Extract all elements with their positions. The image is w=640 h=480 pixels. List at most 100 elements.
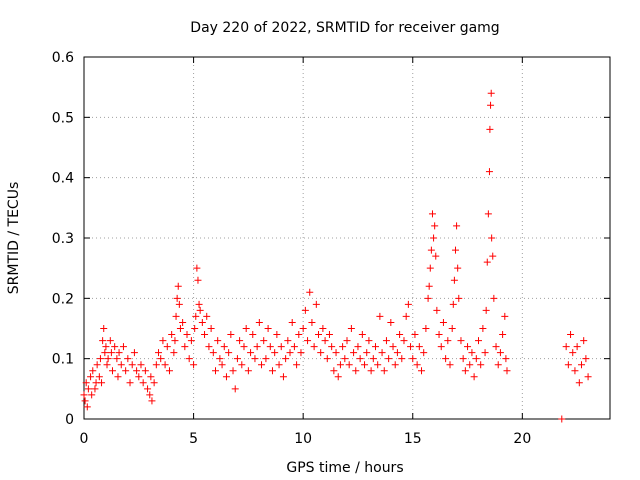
axis-ticks: 0 0.1 0.2 0.3 0.4 0.5 0.6 0 5 10 15 20	[52, 50, 610, 447]
data-point	[99, 337, 107, 345]
data-point	[487, 89, 495, 97]
data-point	[387, 318, 395, 326]
data-point	[341, 355, 349, 363]
data-point	[499, 331, 507, 339]
grid	[84, 57, 610, 419]
data-point	[192, 312, 200, 320]
data-point	[124, 355, 132, 363]
data-point	[400, 337, 408, 345]
data-point	[490, 294, 498, 302]
data-point	[482, 306, 490, 314]
data-point	[80, 391, 88, 399]
data-point	[365, 337, 373, 345]
data-point	[133, 367, 141, 375]
data-point	[218, 361, 226, 369]
data-point	[227, 331, 235, 339]
data-point	[152, 361, 160, 369]
data-point	[290, 343, 298, 351]
data-point	[175, 300, 183, 308]
data-point	[100, 325, 108, 332]
data-point	[354, 343, 362, 351]
y-tick-label: 0.1	[52, 352, 74, 368]
data-point	[424, 294, 432, 302]
data-point	[402, 312, 410, 320]
data-point	[238, 361, 246, 369]
data-point	[393, 349, 401, 357]
data-point	[345, 361, 353, 369]
data-point	[282, 355, 290, 363]
data-point	[385, 355, 393, 363]
data-point	[484, 210, 492, 218]
data-point	[159, 337, 167, 345]
data-point	[207, 325, 215, 332]
data-point	[455, 294, 463, 302]
data-point	[432, 252, 440, 260]
data-point	[573, 343, 581, 351]
data-point	[485, 168, 493, 176]
data-point	[137, 361, 145, 369]
data-point	[277, 343, 285, 351]
data-point	[247, 349, 255, 357]
data-point	[173, 294, 181, 302]
data-point	[119, 343, 127, 351]
data-point	[472, 355, 480, 363]
data-point	[457, 337, 465, 345]
data-point	[209, 349, 217, 357]
data-point	[295, 331, 303, 339]
data-point	[88, 391, 96, 399]
data-point	[454, 264, 462, 272]
data-point	[575, 379, 583, 387]
data-point	[83, 403, 91, 411]
data-point	[339, 343, 347, 351]
data-point	[122, 367, 130, 375]
x-tick-label: 20	[513, 431, 531, 447]
data-point	[128, 361, 136, 369]
data-point	[584, 373, 592, 381]
data-point	[171, 337, 179, 345]
data-point	[328, 343, 336, 351]
data-point	[479, 325, 487, 332]
data-point	[266, 343, 274, 351]
data-point	[486, 125, 494, 133]
data-point	[477, 361, 485, 369]
data-point	[562, 343, 570, 351]
data-point	[102, 343, 110, 351]
data-point	[431, 222, 439, 230]
data-point	[332, 349, 340, 357]
data-point	[411, 331, 419, 339]
data-point	[343, 337, 351, 345]
data-point	[203, 312, 211, 320]
data-point	[146, 391, 154, 399]
data-point	[428, 210, 436, 218]
data-point	[503, 367, 511, 375]
data-point	[391, 361, 399, 369]
data-point	[117, 361, 125, 369]
data-point	[191, 325, 199, 332]
data-point	[404, 300, 412, 308]
data-point	[418, 367, 426, 375]
data-point	[82, 379, 90, 387]
data-point	[475, 337, 482, 345]
data-point	[195, 300, 203, 308]
data-point	[113, 355, 121, 363]
data-point	[130, 349, 138, 357]
data-point	[212, 367, 219, 375]
data-point	[114, 373, 122, 381]
data-point	[101, 349, 109, 357]
data-point	[378, 349, 386, 357]
data-point	[187, 337, 195, 345]
data-point	[489, 252, 497, 260]
x-axis-label: GPS time / hours	[286, 460, 403, 476]
data-point	[98, 379, 106, 387]
data-point	[442, 355, 450, 363]
data-point	[323, 355, 331, 363]
data-point	[108, 367, 116, 375]
data-point	[244, 367, 252, 375]
data-point	[253, 343, 261, 351]
data-point	[451, 246, 459, 254]
y-tick-label: 0.4	[52, 171, 74, 187]
data-point	[165, 367, 173, 375]
data-point	[470, 373, 478, 381]
data-point	[236, 337, 244, 345]
